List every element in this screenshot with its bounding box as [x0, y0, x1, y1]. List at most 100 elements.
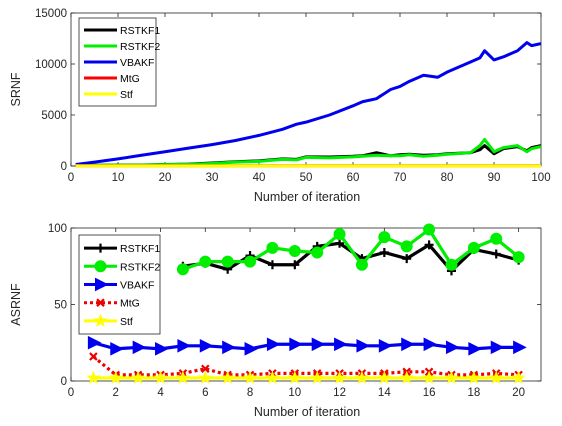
y-tick-label: 10000 [35, 59, 67, 71]
y-tick-label: 50 [54, 300, 67, 312]
data-point-stf [354, 370, 369, 384]
legend-label: Stf [120, 316, 133, 328]
data-point-vbakf [132, 340, 147, 355]
x-tick-label: 10 [288, 387, 301, 399]
data-point-vbakf [244, 342, 259, 356]
data-point-rstkf1 [491, 249, 501, 259]
legend-label: RSTKF2 [120, 41, 160, 53]
data-point-vbakf [423, 337, 438, 352]
data-point-rstkf2 [199, 255, 212, 268]
data-point-rstkf2 [244, 255, 257, 268]
data-point-vbakf [177, 339, 192, 353]
legend-label: RSTKF1 [120, 243, 160, 255]
legend-label: MtG [120, 298, 140, 310]
data-point-vbakf [468, 342, 482, 356]
x-tick-label: 20 [512, 387, 525, 399]
x-tick-label: 0 [68, 387, 74, 399]
legend-label: MtG [120, 73, 140, 85]
x-tick-label: 20 [159, 172, 172, 184]
data-point-rstkf1 [402, 254, 412, 264]
data-point-rstkf2 [333, 228, 346, 241]
data-point-rstkf1 [424, 240, 434, 250]
data-point-rstkf2 [355, 258, 368, 271]
data-point-stf [86, 370, 101, 384]
data-point-stf [377, 370, 392, 384]
x-tick-label: 8 [247, 387, 253, 399]
legend: RSTKF1 RSTKF2 VBAKF MtG Stf [78, 17, 160, 107]
data-point-rstkf2 [400, 240, 413, 253]
data-point-vbakf [490, 340, 505, 355]
y-axis-label: SRNF [9, 72, 23, 106]
data-point-rstkf2 [512, 251, 525, 264]
data-point-stf [175, 370, 190, 384]
y-tick-label: 0 [61, 376, 67, 388]
data-point-rstkf2 [288, 244, 301, 257]
data-point-stf [466, 370, 481, 384]
data-point-stf [220, 370, 235, 384]
x-tick-label: 90 [488, 172, 501, 184]
legend-label: Stf [120, 89, 133, 101]
series-group [86, 223, 527, 384]
data-point-stf [310, 370, 325, 384]
legend-marker-rstkf2 [94, 260, 107, 273]
legend-marker-mtg [96, 298, 105, 307]
data-point-stf [198, 370, 213, 384]
data-point-vbakf [199, 339, 214, 353]
x-tick-label: 18 [467, 387, 480, 399]
legend-marker-vbakf [95, 277, 109, 292]
data-point-vbakf [401, 337, 415, 352]
chart-2: 0 2 4 6 8 10 12 14 16 18 20 0 50 100 Number of iterati… [9, 223, 542, 419]
x-tick-label: 10 [112, 172, 125, 184]
x-tick-label: 4 [157, 387, 164, 399]
series-line-vbakf [75, 41, 541, 166]
y-tick-label: 5000 [41, 110, 67, 122]
x-axis-label: Number of iteration [254, 190, 360, 204]
y-axis-label: ASRNF [9, 283, 23, 326]
x-tick-label: 40 [253, 172, 266, 184]
series-group [75, 41, 541, 168]
data-point-rstkf2 [378, 231, 391, 244]
data-point-rstkf2 [467, 241, 480, 254]
data-point-rstkf1 [290, 260, 300, 270]
y-tick-label: 100 [48, 223, 67, 235]
data-point-vbakf [155, 342, 169, 356]
x-tick-label: 16 [423, 387, 436, 399]
data-point-stf [489, 370, 504, 384]
x-tick-label: 100 [531, 172, 550, 184]
data-point-vbakf [289, 337, 303, 352]
data-point-vbakf [356, 339, 371, 353]
series-line-rstkf2 [182, 227, 520, 271]
legend-label: RSTKF1 [120, 25, 160, 37]
data-point-mtg [89, 352, 98, 361]
data-point-vbakf [445, 340, 460, 355]
data-point-rstkf2 [221, 255, 234, 268]
data-point-stf [399, 370, 414, 384]
data-point-stf [511, 370, 526, 384]
legend-label: RSTKF2 [120, 261, 160, 273]
data-point-mtg [201, 364, 210, 374]
data-point-vbakf [87, 335, 102, 350]
data-point-stf [444, 370, 459, 384]
data-point-rstkf2 [490, 232, 503, 245]
x-tick-label: 6 [202, 387, 208, 399]
x-tick-label: 30 [206, 172, 219, 184]
data-point-vbakf [266, 337, 281, 352]
data-point-rstkf1 [379, 247, 389, 257]
y-tick-label: 0 [61, 161, 67, 173]
x-tick-label: 60 [347, 172, 360, 184]
data-point-stf [153, 370, 168, 384]
data-point-vbakf [311, 337, 326, 352]
data-point-stf [332, 370, 347, 384]
legend-marker-stf [93, 313, 108, 327]
data-point-vbakf [513, 340, 527, 355]
series-line-mtg [92, 355, 519, 377]
x-tick-label: 14 [378, 387, 391, 399]
x-tick-label: 2 [113, 387, 119, 399]
data-point-rstkf2 [445, 258, 458, 271]
data-point-rstkf2 [176, 263, 189, 276]
data-point-rstkf2 [423, 223, 436, 236]
legend-label: VBAKF [120, 280, 154, 292]
x-tick-label: 0 [68, 172, 74, 184]
legend-marker-rstkf1 [96, 243, 105, 253]
